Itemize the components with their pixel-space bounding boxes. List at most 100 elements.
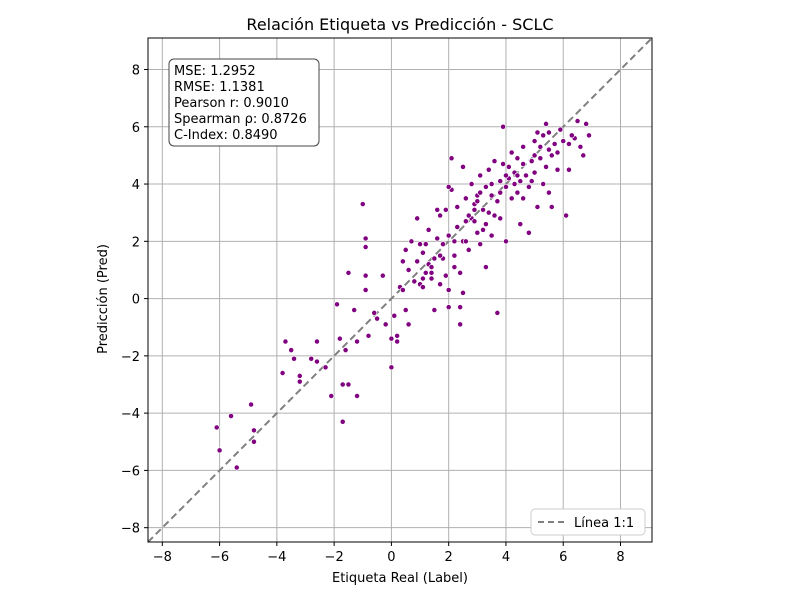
x-tick-label: 8 [616, 550, 624, 565]
data-point [528, 178, 535, 185]
data-point [497, 189, 504, 196]
data-point [537, 155, 544, 162]
y-tick-label: 2 [132, 235, 140, 250]
data-point [391, 312, 398, 319]
data-point [388, 364, 395, 371]
data-point [388, 335, 395, 342]
y-tick-label: −4 [121, 407, 140, 422]
data-point [534, 204, 541, 210]
data-point [528, 158, 535, 165]
data-point [431, 255, 438, 262]
data-point [474, 229, 481, 236]
x-tick-label: −4 [267, 550, 286, 565]
data-point [517, 178, 524, 185]
data-points [213, 118, 592, 471]
data-point [568, 132, 575, 139]
data-point [339, 418, 346, 425]
data-point [531, 152, 538, 159]
data-point [471, 206, 478, 213]
data-point [503, 238, 509, 245]
data-point [362, 235, 369, 242]
data-point [342, 347, 349, 354]
data-point [520, 195, 527, 202]
data-point [540, 181, 547, 187]
data-point [434, 206, 441, 213]
data-point [497, 215, 504, 222]
data-point [517, 221, 524, 228]
data-point [394, 338, 401, 345]
data-point [362, 287, 369, 293]
data-point [451, 252, 458, 259]
data-point [279, 370, 286, 376]
x-axis-ticks: −8 −6 −4 −2 0 2 4 6 8 [153, 542, 625, 565]
data-point [494, 309, 501, 316]
data-point [545, 129, 552, 136]
data-point [216, 447, 223, 454]
x-tick-label: −2 [325, 550, 344, 565]
data-point [523, 172, 529, 179]
y-axis-label: Predicción (Pred) [96, 244, 111, 354]
data-point [488, 181, 495, 187]
data-point [291, 355, 297, 362]
data-point [442, 272, 449, 279]
data-point [514, 155, 521, 162]
data-point [454, 204, 461, 210]
data-point [525, 229, 532, 236]
data-point [445, 287, 452, 293]
y-tick-label: −8 [121, 522, 140, 537]
data-point [545, 146, 552, 153]
data-point [482, 221, 489, 228]
data-point [560, 138, 567, 145]
data-point [336, 335, 343, 342]
data-point [251, 427, 257, 434]
data-point [488, 192, 495, 199]
data-point [468, 181, 475, 187]
data-point [520, 161, 527, 167]
data-point [322, 364, 329, 371]
data-point [477, 189, 484, 196]
data-point [497, 178, 504, 185]
data-point [314, 338, 320, 345]
data-point [457, 304, 464, 311]
data-point [419, 275, 426, 282]
data-point [457, 321, 464, 328]
data-point [296, 378, 303, 385]
data-point [442, 206, 449, 213]
data-point [462, 218, 469, 225]
legend-label: Línea 1:1 [574, 516, 634, 531]
data-point [437, 212, 444, 219]
data-point [462, 238, 469, 245]
data-point [402, 307, 409, 313]
data-point [482, 264, 489, 271]
data-point [514, 172, 521, 179]
y-tick-label: 8 [132, 64, 140, 79]
data-point [405, 267, 412, 273]
data-point [511, 181, 518, 187]
stats-box-frame [168, 58, 320, 147]
data-point [422, 241, 429, 248]
data-point [362, 272, 369, 279]
x-axis-label: Etiqueta Real (Label) [332, 571, 468, 586]
y-tick-label: −2 [121, 350, 140, 365]
data-point [399, 287, 406, 293]
stats-cindex: C-Index: 0.8490 [174, 128, 278, 143]
data-point [465, 212, 472, 219]
data-point [566, 141, 572, 147]
data-point [345, 269, 352, 276]
data-point [445, 232, 452, 239]
plot-frame [147, 37, 653, 543]
data-point [308, 355, 315, 362]
data-point [425, 226, 432, 233]
data-point [359, 201, 366, 208]
stats-pearson: Pearson r: 0.9010 [174, 96, 289, 111]
data-point [379, 272, 386, 279]
data-point [508, 195, 515, 202]
data-point [557, 126, 564, 133]
data-point [414, 215, 421, 222]
data-point [514, 189, 521, 196]
data-point [454, 224, 461, 230]
data-point [531, 169, 538, 176]
data-point [503, 172, 509, 179]
data-point [537, 143, 544, 150]
